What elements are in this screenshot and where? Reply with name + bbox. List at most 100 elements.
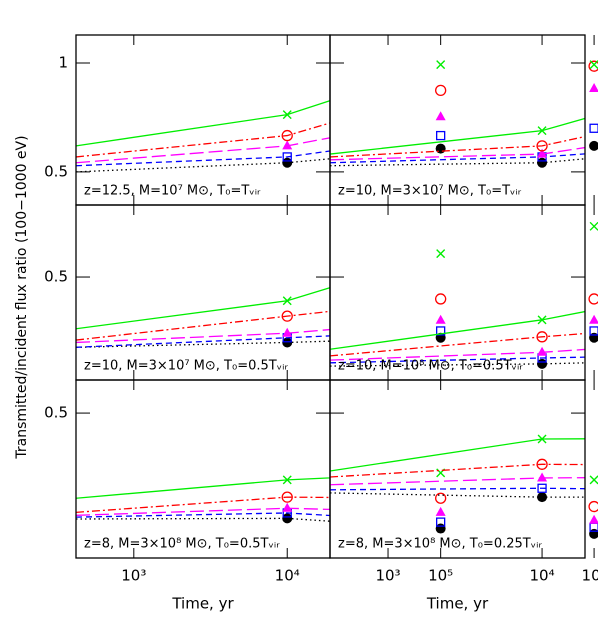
series-line (330, 438, 585, 472)
marker (282, 513, 293, 524)
series-line (330, 348, 585, 361)
marker (436, 130, 446, 141)
y-tick-label: 0.5 (44, 162, 68, 180)
marker (282, 475, 292, 485)
marker (282, 152, 292, 162)
y-tick-label: 0.5 (44, 404, 68, 422)
marker (282, 110, 292, 120)
annotation: z=8, M=3×10⁸ M⊙, T₀=0.25Tᵥᵢᵣ (338, 537, 542, 552)
x-tick-label: 10³ (375, 567, 400, 585)
marker (282, 140, 293, 150)
annotation: z=12.5, M=10⁷ M⊙, T₀=Tᵥᵢᵣ (84, 184, 261, 199)
marker (281, 491, 293, 503)
series-line (76, 507, 330, 516)
series-line (330, 487, 585, 491)
marker (537, 434, 547, 444)
marker (282, 327, 293, 337)
y-tick-label: 1 (58, 53, 68, 71)
marker (536, 140, 548, 152)
x-axis-label: Time, yr (426, 595, 489, 613)
marker (436, 517, 446, 527)
marker (588, 500, 598, 513)
panel-frame (329, 34, 586, 206)
annotation: z=10, M=3×10⁷ M⊙, T₀=Tᵥᵢᵣ (338, 184, 522, 199)
annotation: z=10, M=3×10⁷ M⊙, T₀=0.5Tᵥᵢᵣ (84, 359, 288, 374)
marker (537, 315, 547, 325)
series-line (76, 286, 330, 330)
marker (435, 314, 446, 324)
series-line (76, 328, 330, 344)
series-line (330, 135, 585, 158)
marker (589, 326, 598, 336)
marker (435, 506, 446, 516)
y-tick-label: 0.5 (44, 268, 68, 286)
series-line (76, 335, 330, 348)
marker (537, 148, 548, 158)
x-tick-label: 10⁵ (428, 567, 453, 585)
marker (436, 249, 446, 259)
series-line (330, 117, 585, 155)
series-line (76, 310, 330, 341)
series-line (76, 137, 330, 164)
marker (589, 140, 598, 151)
series-line (330, 310, 585, 350)
marker (537, 492, 548, 503)
series-line (76, 122, 330, 158)
panel-frame (329, 379, 586, 559)
marker (435, 111, 446, 121)
series-line (76, 477, 330, 499)
marker (536, 331, 548, 343)
marker (537, 126, 547, 136)
marker (536, 458, 548, 470)
marker (537, 157, 548, 168)
marker (589, 60, 598, 70)
marker (589, 123, 598, 133)
annotation: z=8, M=3×10⁸ M⊙, T₀=0.5Tᵥᵢᵣ (84, 537, 280, 552)
series-line (76, 340, 330, 348)
series-line (76, 99, 330, 147)
marker (282, 502, 293, 512)
series-line (330, 153, 585, 164)
series-line (330, 463, 585, 478)
marker (435, 492, 447, 504)
panel-frame (329, 204, 586, 381)
x-tick-label: 10⁶ (582, 567, 598, 585)
marker (282, 296, 292, 306)
series-line (76, 150, 330, 167)
marker (436, 60, 446, 70)
panel-frame (75, 204, 331, 381)
panel-frame (75, 379, 331, 559)
series-line (330, 492, 585, 498)
marker (537, 472, 548, 482)
marker (589, 475, 598, 485)
series-line (76, 517, 330, 522)
marker (537, 346, 548, 356)
marker (436, 326, 446, 336)
marker (588, 60, 598, 72)
x-tick-label: 10⁴ (530, 567, 555, 585)
series-line (330, 146, 585, 161)
marker (537, 483, 547, 493)
marker (435, 84, 447, 97)
marker (282, 157, 293, 168)
series-line (76, 496, 330, 514)
series-line (76, 158, 330, 173)
panel-frame (75, 34, 331, 206)
series-line (330, 356, 585, 364)
marker (589, 221, 598, 231)
y-axis-label: Transmitted/incident flux ratio (100−100… (14, 135, 30, 459)
x-tick-label: 10³ (121, 567, 146, 585)
annotation: z=10, M=10⁸ M⊙, T₀=0.5Tᵥᵢᵣ (338, 359, 523, 374)
marker (281, 129, 293, 142)
marker (589, 514, 598, 524)
marker (588, 293, 598, 305)
x-axis-label: Time, yr (171, 595, 234, 613)
series-line (330, 477, 585, 486)
marker (435, 293, 447, 305)
series-line (76, 512, 330, 518)
marker (589, 83, 598, 93)
marker (435, 143, 446, 154)
marker (281, 310, 293, 322)
x-tick-label: 10⁴ (275, 567, 300, 585)
